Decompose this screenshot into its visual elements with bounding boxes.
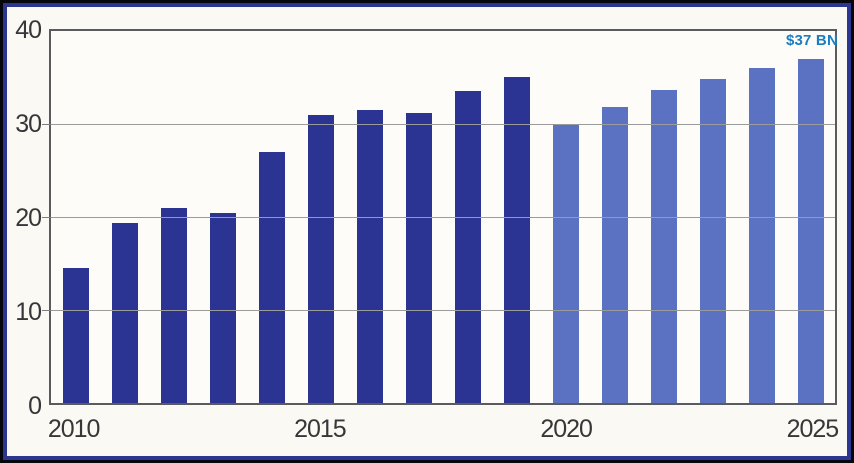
gridline	[51, 217, 835, 218]
y-tick-label: 20	[15, 204, 42, 232]
y-tick-label: 0	[28, 392, 42, 420]
bar-cell-2021	[590, 31, 639, 403]
bar-cell-2012	[149, 31, 198, 403]
bar-cell-2011	[100, 31, 149, 403]
bar-2019	[503, 76, 530, 403]
bar-cell-2017	[394, 31, 443, 403]
bar-cell-2019	[492, 31, 541, 403]
bar-2024	[748, 68, 775, 403]
bar-2012	[160, 207, 187, 403]
bar-2025	[797, 58, 824, 403]
x-tick-label: 2025	[786, 415, 840, 443]
bar-2023	[699, 79, 726, 403]
gridline	[51, 310, 835, 311]
bar-2020	[552, 124, 579, 403]
bar-cell-2025	[786, 31, 835, 403]
bar-2013	[209, 213, 236, 403]
value-annotation: $37 BN	[785, 32, 838, 49]
bar-2010	[62, 268, 89, 403]
bar-2015	[307, 114, 334, 403]
bar-2014	[258, 151, 285, 403]
bar-cell-2014	[247, 31, 296, 403]
bar-cell-2022	[639, 31, 688, 403]
x-tick-label: 2020	[540, 415, 593, 443]
plot-area	[42, 29, 837, 405]
x-tick-label: 2015	[294, 415, 347, 443]
axis-tick	[42, 124, 51, 125]
y-tick-label: 40	[15, 16, 42, 44]
gridline	[51, 124, 835, 125]
axis-tick	[42, 217, 51, 218]
bar-2016	[356, 110, 383, 403]
x-tick-label: 2010	[47, 415, 101, 443]
bar-cell-2015	[296, 31, 345, 403]
bar-cell-2016	[345, 31, 394, 403]
bars-container	[51, 31, 835, 403]
bar-2022	[650, 89, 677, 403]
bar-cell-2018	[443, 31, 492, 403]
bar-2017	[405, 112, 432, 403]
bar-2021	[601, 107, 628, 403]
chart-frame: 0 10 20 30 40 2010 2015 2020 2025 $37 BN	[3, 3, 851, 460]
y-tick-label: 30	[15, 110, 42, 138]
bar-cell-2023	[688, 31, 737, 403]
y-tick-label: 10	[15, 298, 42, 326]
bar-2011	[111, 222, 138, 403]
bar-cell-2020	[541, 31, 590, 403]
bar-2018	[454, 91, 481, 403]
bar-cell-2010	[51, 31, 100, 403]
bar-cell-2013	[198, 31, 247, 403]
axis-tick	[42, 310, 51, 311]
